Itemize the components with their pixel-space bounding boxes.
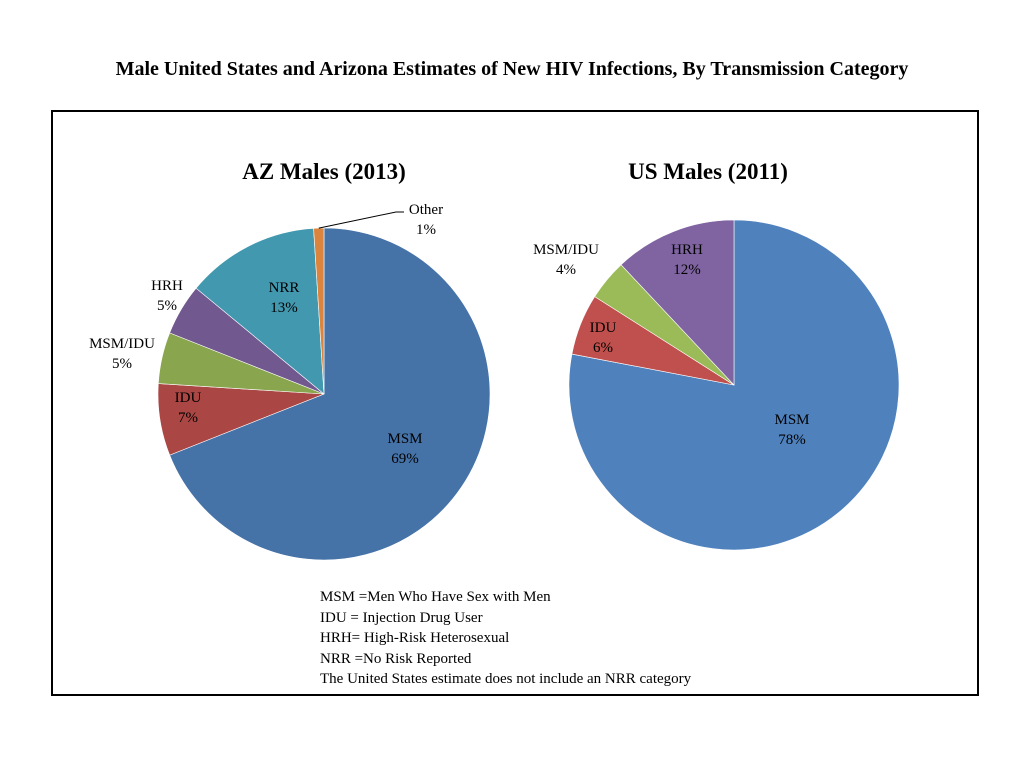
legend-line-note: The United States estimate does not incl… [320,671,692,687]
az-label-msm-name: MSM [387,431,422,447]
legend-line-hrh: HRH= High-Risk Heterosexual [320,630,510,646]
az-pie: MSM 69% IDU 7% MSM/IDU 5% HRH 5% NRR 13% Other 1% [89,202,491,561]
us-chart-title: US Males (2011) [628,159,788,184]
us-slice-msm [568,219,900,551]
az-slice-msm [169,227,491,561]
legend-line-nrr: NRR =No Risk Reported [320,650,472,667]
page-title: Male United States and Arizona Estimates… [115,58,909,80]
leader-line [318,211,404,229]
definitions-legend: MSM =Men Who Have Sex with Men IDU = Inj… [320,587,691,690]
us-label-hrh-pct: 12% [673,262,701,278]
us-slice-hrh [620,219,735,386]
us-label-msm-name: MSM [774,412,809,428]
az-label-idu-pct: 7% [178,410,198,426]
az-chart-title: AZ Males (2013) [242,159,406,184]
az-label-other-name: Other [409,202,443,218]
az-label-hrh-name: HRH [151,278,183,294]
legend-line-msm: MSM =Men Who Have Sex with Men [320,589,551,605]
az-label-nrr-pct: 13% [270,300,298,316]
az-label-idu-name: IDU [175,390,202,406]
us-label-msm-idu-name: MSM/IDU [533,242,599,258]
us-label-hrh-name: HRH [671,242,703,258]
az-slice-nrr [195,228,325,395]
us-label-idu-name: IDU [590,320,617,336]
us-label-idu-pct: 6% [593,340,613,356]
us-pie: MSM 78% IDU 6% MSM/IDU 4% HRH 12% [533,219,900,551]
us-label-msm-idu-pct: 4% [556,262,576,278]
us-label-msm-pct: 78% [778,432,806,448]
chart-frame [51,110,979,696]
az-label-hrh-pct: 5% [157,298,177,314]
az-label-other-pct: 1% [416,222,436,238]
az-label-msm-idu-name: MSM/IDU [89,336,155,352]
az-label-nrr-name: NRR [269,280,300,296]
az-label-msm-idu-pct: 5% [112,356,132,372]
az-slice-other [313,227,325,395]
legend-line-idu: IDU = Injection Drug User [320,609,483,626]
az-label-msm-pct: 69% [391,451,419,467]
